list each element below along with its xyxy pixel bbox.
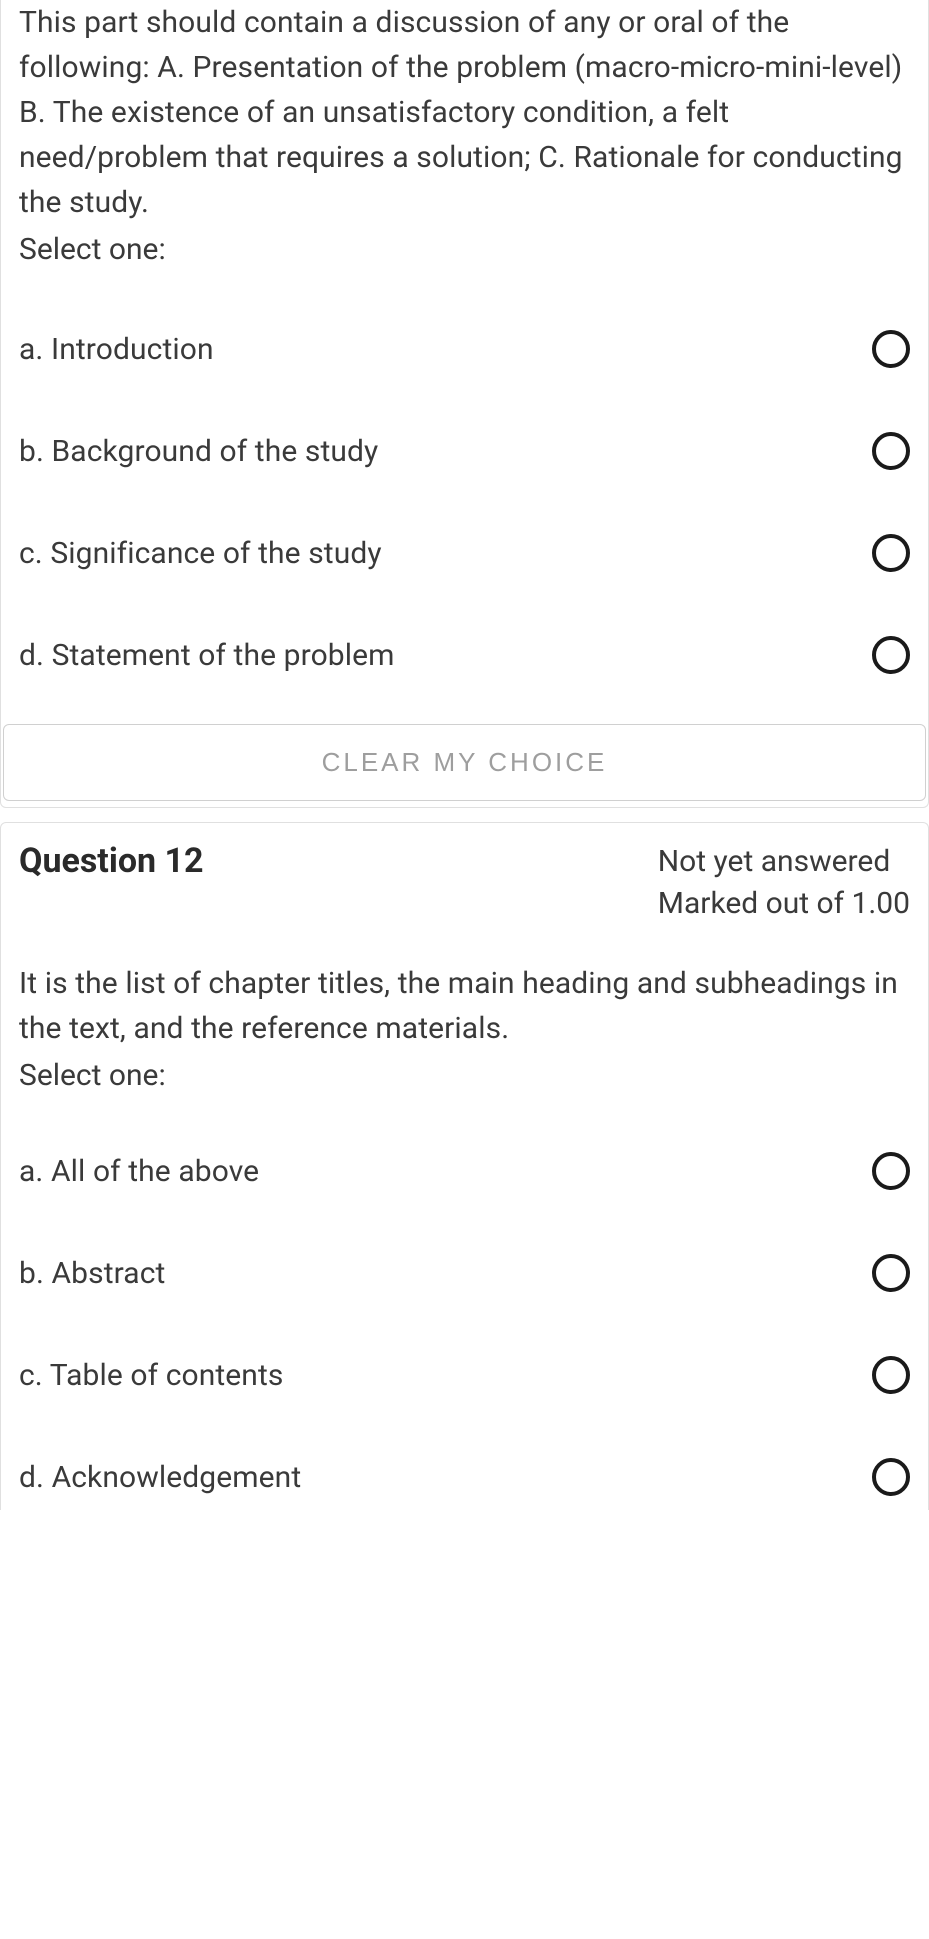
- radio-icon[interactable]: [872, 636, 910, 674]
- question-12-text: It is the list of chapter titles, the ma…: [19, 961, 910, 1051]
- option-b-label: b. Background of the study: [19, 434, 378, 469]
- option-c-label: c. Significance of the study: [19, 536, 382, 571]
- question-12-header: Question 12 Not yet answered Marked out …: [1, 823, 928, 933]
- option-c[interactable]: c. Table of contents: [19, 1342, 910, 1408]
- question-11-text: This part should contain a discussion of…: [19, 0, 910, 225]
- option-a[interactable]: a. Introduction: [19, 316, 910, 382]
- marks-info: Marked out of 1.00: [658, 883, 910, 925]
- option-b[interactable]: b. Background of the study: [19, 418, 910, 484]
- option-b[interactable]: b. Abstract: [19, 1240, 910, 1306]
- answer-status: Not yet answered: [658, 841, 910, 883]
- question-12-options: a. All of the above b. Abstract c. Table…: [19, 1138, 910, 1510]
- question-12-card: Question 12 Not yet answered Marked out …: [0, 822, 929, 1510]
- question-11-options: a. Introduction b. Background of the stu…: [19, 316, 910, 688]
- option-b-label: b. Abstract: [19, 1256, 165, 1291]
- radio-icon[interactable]: [872, 1356, 910, 1394]
- option-d[interactable]: d. Statement of the problem: [19, 622, 910, 688]
- radio-icon[interactable]: [872, 1152, 910, 1190]
- question-12-meta: Not yet answered Marked out of 1.00: [658, 841, 910, 925]
- radio-icon[interactable]: [872, 534, 910, 572]
- question-11-card: This part should contain a discussion of…: [0, 0, 929, 808]
- clear-my-choice-button[interactable]: CLEAR MY CHOICE: [3, 724, 926, 801]
- option-c-label: c. Table of contents: [19, 1358, 283, 1393]
- option-d-label: d. Statement of the problem: [19, 638, 395, 673]
- question-12-body: It is the list of chapter titles, the ma…: [1, 933, 928, 1510]
- option-a[interactable]: a. All of the above: [19, 1138, 910, 1204]
- radio-icon[interactable]: [872, 1254, 910, 1292]
- radio-icon[interactable]: [872, 432, 910, 470]
- option-a-label: a. Introduction: [19, 332, 214, 367]
- option-a-label: a. All of the above: [19, 1154, 259, 1189]
- option-d[interactable]: d. Acknowledgement: [19, 1444, 910, 1510]
- question-11-body: This part should contain a discussion of…: [1, 0, 928, 724]
- option-d-label: d. Acknowledgement: [19, 1460, 301, 1495]
- option-c[interactable]: c. Significance of the study: [19, 520, 910, 586]
- select-one-label: Select one:: [19, 227, 910, 272]
- question-12-title: Question 12: [19, 841, 204, 881]
- select-one-label: Select one:: [19, 1053, 910, 1098]
- radio-icon[interactable]: [872, 330, 910, 368]
- radio-icon[interactable]: [872, 1458, 910, 1496]
